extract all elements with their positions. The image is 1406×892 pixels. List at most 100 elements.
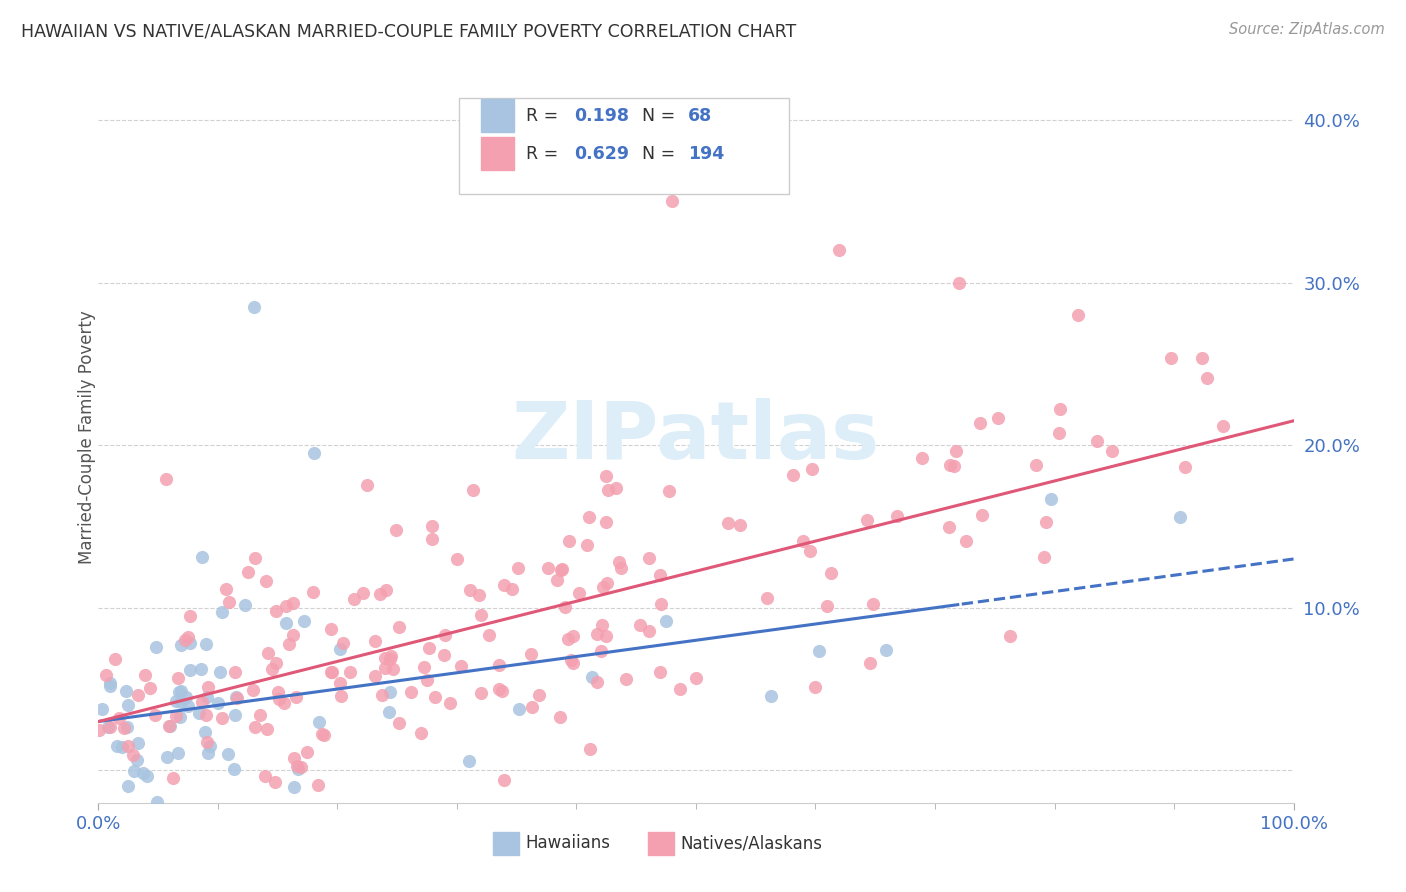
Text: Natives/Alaskans: Natives/Alaskans bbox=[681, 834, 823, 852]
Point bbox=[1160, 351, 1182, 365]
Point bbox=[374, 651, 396, 665]
Text: 0.198: 0.198 bbox=[574, 107, 628, 125]
Point bbox=[217, 747, 239, 762]
Point bbox=[1085, 434, 1108, 448]
Point bbox=[378, 685, 401, 699]
Point bbox=[942, 458, 965, 473]
Point bbox=[115, 720, 138, 734]
Point bbox=[157, 719, 180, 733]
Point bbox=[370, 688, 392, 702]
Point bbox=[875, 643, 897, 657]
Point bbox=[614, 672, 637, 686]
Point bbox=[238, 565, 260, 579]
Point bbox=[146, 795, 169, 809]
Bar bbox=[648, 832, 675, 855]
Point bbox=[243, 300, 266, 314]
Point bbox=[96, 668, 118, 682]
Point bbox=[312, 728, 335, 742]
Point bbox=[378, 651, 401, 665]
Point bbox=[461, 483, 484, 497]
Point bbox=[143, 708, 166, 723]
Point bbox=[98, 679, 121, 693]
Point bbox=[342, 591, 364, 606]
Point bbox=[939, 458, 962, 472]
Point bbox=[145, 640, 167, 655]
Point bbox=[1000, 629, 1022, 643]
Point bbox=[586, 674, 609, 689]
Point bbox=[198, 739, 221, 753]
Point bbox=[225, 690, 247, 704]
Point bbox=[242, 682, 264, 697]
Point bbox=[433, 627, 456, 641]
Point bbox=[856, 513, 879, 527]
Point bbox=[1035, 516, 1057, 530]
Point bbox=[551, 562, 574, 576]
Point bbox=[467, 589, 489, 603]
Point bbox=[492, 578, 515, 592]
Point bbox=[167, 684, 190, 698]
Point bbox=[1101, 444, 1123, 458]
Point bbox=[104, 651, 127, 665]
Point bbox=[628, 617, 651, 632]
Point bbox=[190, 662, 212, 676]
Point bbox=[187, 706, 209, 720]
Text: HAWAIIAN VS NATIVE/ALASKAN MARRIED-COUPLE FAMILY POVERTY CORRELATION CHART: HAWAIIAN VS NATIVE/ALASKAN MARRIED-COUPL… bbox=[21, 22, 796, 40]
Text: Source: ZipAtlas.com: Source: ZipAtlas.com bbox=[1229, 22, 1385, 37]
Point bbox=[815, 599, 838, 613]
Point bbox=[470, 686, 492, 700]
Point bbox=[169, 710, 191, 724]
Point bbox=[1025, 458, 1047, 472]
Point bbox=[100, 885, 122, 892]
Point bbox=[110, 740, 132, 755]
Point bbox=[214, 582, 236, 596]
Point bbox=[948, 276, 970, 290]
Point bbox=[685, 671, 707, 685]
Point bbox=[439, 697, 461, 711]
Point bbox=[501, 582, 523, 597]
Point bbox=[862, 598, 884, 612]
Point bbox=[804, 680, 827, 694]
Point bbox=[413, 659, 436, 673]
Point bbox=[283, 750, 305, 764]
Point bbox=[716, 516, 738, 531]
Point bbox=[409, 726, 432, 740]
Point bbox=[167, 746, 190, 760]
Point bbox=[329, 676, 352, 690]
Point bbox=[266, 604, 288, 618]
Point bbox=[162, 771, 184, 785]
Point bbox=[277, 637, 299, 651]
Point bbox=[135, 769, 157, 783]
Point bbox=[375, 582, 398, 597]
Point bbox=[458, 582, 481, 597]
Point bbox=[207, 697, 229, 711]
Point bbox=[1191, 351, 1213, 365]
Point bbox=[177, 630, 200, 644]
Point bbox=[134, 668, 156, 682]
Point bbox=[638, 551, 661, 566]
Point bbox=[254, 769, 277, 783]
Point bbox=[728, 518, 751, 533]
Point bbox=[156, 750, 179, 764]
Point bbox=[209, 665, 232, 680]
Point bbox=[112, 721, 135, 735]
Point bbox=[1168, 510, 1191, 524]
Point bbox=[274, 615, 297, 630]
Point bbox=[263, 774, 285, 789]
Point bbox=[579, 742, 602, 756]
Point bbox=[186, 812, 208, 826]
Point bbox=[1067, 308, 1090, 322]
Point bbox=[756, 591, 779, 605]
Point bbox=[283, 780, 305, 794]
Point bbox=[302, 585, 325, 599]
Point bbox=[226, 691, 249, 706]
Point bbox=[387, 620, 409, 634]
Point bbox=[828, 243, 851, 257]
Point bbox=[127, 753, 149, 767]
Point bbox=[280, 822, 302, 836]
Point bbox=[117, 779, 139, 793]
Point bbox=[173, 632, 195, 647]
Point bbox=[596, 483, 619, 498]
Point bbox=[165, 709, 187, 723]
Point bbox=[352, 586, 374, 600]
Point bbox=[1049, 401, 1071, 416]
